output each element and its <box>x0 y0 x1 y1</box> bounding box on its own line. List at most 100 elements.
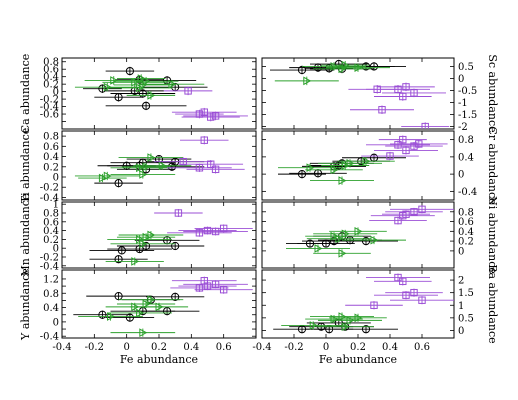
y-tick-label: 0.2 <box>458 237 474 248</box>
y-axis-label: Ca abundance <box>19 54 32 134</box>
data-point-triangle <box>131 257 140 266</box>
y-tick-label: -0.5 <box>458 86 477 97</box>
x-tick-label: 0.6 <box>414 342 430 353</box>
data-point-circle <box>171 292 180 301</box>
data-point-square <box>203 226 212 235</box>
y-tick-label: 0.2 <box>43 235 59 246</box>
data-point-triangle <box>354 313 363 323</box>
x-tick-label: -0.4 <box>252 342 271 353</box>
x-tick-label: 0.2 <box>350 342 366 353</box>
panel-ni-abundance: 00.20.40.60.8 Ni abundance <box>261 196 499 274</box>
data-point-circle <box>125 313 134 322</box>
x-tick-label: 0.4 <box>183 342 199 353</box>
data-point-square <box>415 140 423 148</box>
data-point-circle <box>114 179 123 188</box>
data-point-square <box>174 209 183 217</box>
data-point-triangle <box>341 60 350 70</box>
data-point-square <box>418 296 426 304</box>
data-point-triangle <box>346 316 355 325</box>
data-point-circle <box>162 307 172 316</box>
y-tick-label: -0.2 <box>40 95 59 106</box>
data-point-square <box>394 141 402 149</box>
data-point-triangle <box>142 76 151 86</box>
panel-frame <box>261 269 455 339</box>
data-point-square <box>410 142 418 150</box>
data-point-triangle <box>137 74 146 83</box>
panel-cr-abundance: -0.4 0 0.4 0.8 Cr abundance <box>261 126 499 205</box>
data-point-triangle <box>131 77 140 87</box>
data-point-circle <box>171 241 180 251</box>
y-axis-label: Cr abundance <box>486 126 499 204</box>
data-point-square <box>402 210 410 218</box>
data-point-triangle <box>147 91 156 100</box>
data-point-square <box>410 208 418 216</box>
data-point-triangle <box>354 63 363 72</box>
y-tick-label: -0.6 <box>40 110 59 121</box>
data-point-square <box>386 152 394 160</box>
y-axis-label: Y abundance <box>19 268 32 341</box>
y-tick-label: 1 <box>458 301 464 312</box>
y-tick-label: 0.6 <box>43 65 59 76</box>
y-axis-label: Ba abundance <box>486 264 499 343</box>
data-point-triangle <box>309 321 318 330</box>
y-tick-label: 0.8 <box>43 289 59 300</box>
y-tick-label: -0.2 <box>40 183 59 194</box>
data-point-square <box>410 288 418 297</box>
y-axis-label: Ti abundance <box>19 128 32 203</box>
y-tick-label: 0.4 <box>43 226 59 237</box>
data-point-circle <box>125 66 134 76</box>
panel-y-abundance: -0.4 0 0.4 0.8 1.2 Y abundance -0.4 -0.2 0 0.2 0.4… <box>19 268 257 366</box>
y-tick-label: 0 <box>53 173 59 184</box>
data-point-square <box>402 146 410 155</box>
data-point-triangle <box>147 230 156 240</box>
panel-data <box>270 59 450 129</box>
y-tick-label: 0 <box>458 170 464 181</box>
data-point-triangle <box>330 231 339 241</box>
x-axis-label: Fe abundance <box>319 353 397 366</box>
data-point-square <box>402 83 410 91</box>
data-point-circle <box>141 101 151 110</box>
x-axis-label: Fe abundance <box>120 353 198 366</box>
y-tick-label: -0.4 <box>458 187 477 198</box>
data-point-square <box>211 165 220 174</box>
data-point-square <box>370 301 378 309</box>
y-tick-label: 0.5 <box>458 313 474 324</box>
y-tick-label: 0.8 <box>43 132 59 143</box>
x-tick-label: 0.6 <box>216 342 232 353</box>
x-tick-label: -0.2 <box>85 342 104 353</box>
y-tick-label: 2 <box>458 276 464 287</box>
y-tick-label: 0.4 <box>43 303 59 314</box>
y-tick-label: 1.2 <box>43 274 59 285</box>
data-point-triangle <box>330 62 339 71</box>
data-point-triangle <box>370 235 379 245</box>
data-point-square <box>184 87 192 95</box>
panel-ti-abundance: -0.4-0.200.20.40.60.8 Ti abundance <box>19 128 257 204</box>
data-point-square <box>219 224 228 233</box>
data-point-circle <box>361 237 371 246</box>
x-tick-label: 0 <box>123 342 129 353</box>
y-axis-label: Mn abundance <box>19 194 32 277</box>
data-point-square <box>211 112 220 120</box>
data-point-triangle <box>338 312 347 321</box>
data-point-triangle <box>168 79 177 89</box>
data-point-triangle <box>136 308 145 318</box>
x-tick-label: -0.4 <box>52 342 71 353</box>
data-point-triangle <box>142 162 151 172</box>
data-point-square <box>410 89 418 97</box>
data-point-square <box>421 122 429 129</box>
y-tick-label: 0.6 <box>43 217 59 228</box>
y-tick-label: 0.8 <box>458 207 474 218</box>
data-point-triangle <box>139 328 148 337</box>
panel-data <box>273 273 454 334</box>
y-tick-label: -1 <box>458 98 468 109</box>
y-tick-label: 0.8 <box>458 135 474 146</box>
y-tick-label: 0.5 <box>458 62 474 73</box>
data-point-square <box>200 136 208 144</box>
y-tick-label: 0.8 <box>43 57 59 68</box>
data-point-square <box>402 291 410 299</box>
y-axis-label: Sc abundance <box>486 54 499 132</box>
data-point-triangle <box>314 244 323 253</box>
data-point-square <box>207 160 215 168</box>
